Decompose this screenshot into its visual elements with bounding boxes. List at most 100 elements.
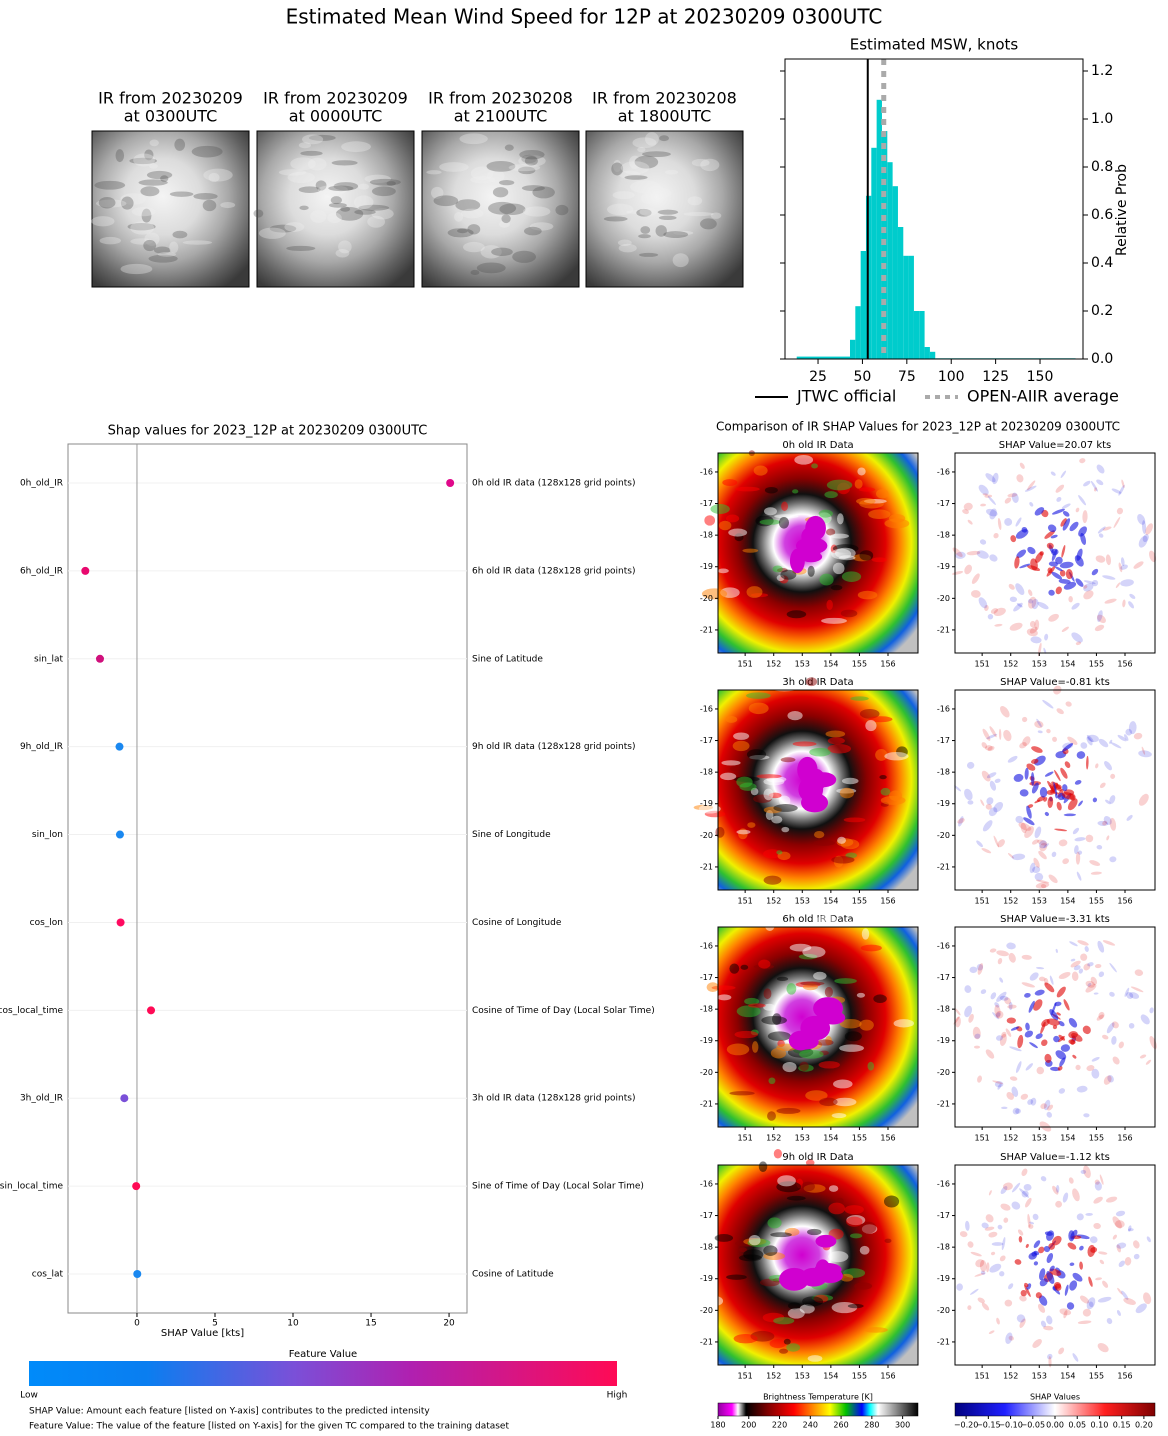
shap-blob bbox=[1027, 1099, 1034, 1105]
shap-blob bbox=[1031, 758, 1039, 764]
cloud bbox=[772, 565, 783, 573]
shap-blob bbox=[1126, 991, 1134, 999]
y-tick-label: -19 bbox=[937, 799, 950, 808]
cloud bbox=[856, 992, 866, 998]
shap-blob bbox=[1068, 596, 1073, 603]
cloud bbox=[127, 223, 156, 231]
shap-blob bbox=[1056, 708, 1064, 715]
cloud bbox=[786, 983, 797, 995]
cloud bbox=[447, 228, 474, 238]
shap-blob bbox=[1086, 755, 1089, 770]
cloud bbox=[258, 227, 286, 239]
cloud bbox=[335, 207, 364, 221]
shap-blob bbox=[1109, 991, 1115, 997]
y-tick-label: -21 bbox=[700, 1337, 713, 1346]
shap-blob bbox=[986, 1262, 990, 1273]
shap-blob bbox=[1128, 1023, 1135, 1029]
cloud bbox=[638, 234, 651, 239]
y-tick-label: 0h_old_IR bbox=[20, 479, 63, 489]
cloud bbox=[620, 161, 650, 175]
cloud bbox=[146, 170, 173, 180]
shap-blob bbox=[987, 613, 994, 620]
shap-blob bbox=[1072, 1054, 1077, 1059]
shap-blob bbox=[967, 761, 975, 769]
cloud bbox=[645, 132, 659, 146]
shap-blob bbox=[1015, 1108, 1021, 1114]
cloud bbox=[847, 1303, 864, 1309]
shap-blob bbox=[1135, 1303, 1147, 1314]
shap-blob bbox=[1029, 972, 1039, 981]
shap-blob bbox=[1024, 826, 1034, 838]
x-tick-label: 154 bbox=[823, 1372, 838, 1381]
shap-blob bbox=[1019, 742, 1027, 749]
shap-blob bbox=[1004, 997, 1011, 1005]
cloud bbox=[138, 179, 168, 186]
shap-blob bbox=[1016, 1314, 1026, 1323]
shap-blob bbox=[969, 966, 978, 974]
cloud bbox=[782, 1061, 797, 1073]
shap-blob bbox=[1105, 799, 1111, 805]
shap-blob bbox=[1011, 853, 1026, 861]
y-tick-label: 9h_old_IR bbox=[20, 742, 63, 752]
shap-blob bbox=[1020, 1093, 1029, 1100]
shap-blob bbox=[1102, 820, 1108, 826]
cold-top bbox=[779, 1267, 810, 1291]
shap-blob bbox=[1055, 948, 1058, 953]
shap-blob bbox=[1050, 1066, 1061, 1072]
shap-blob bbox=[1133, 1253, 1140, 1260]
shap-blob bbox=[1048, 874, 1058, 884]
cloud bbox=[783, 1338, 791, 1345]
y-tick-label: -21 bbox=[700, 625, 713, 634]
shap-blob bbox=[1033, 999, 1043, 1011]
shap-blob bbox=[1034, 872, 1044, 881]
cloud bbox=[768, 1077, 776, 1085]
cloud bbox=[744, 997, 760, 1005]
cloud bbox=[748, 702, 769, 715]
shap-blob bbox=[1047, 524, 1057, 533]
shap-blob bbox=[1086, 736, 1093, 746]
cloud bbox=[772, 1013, 782, 1025]
shap-blob bbox=[1124, 1257, 1132, 1266]
cloud bbox=[726, 1043, 750, 1056]
shap-blob bbox=[1128, 721, 1137, 735]
panel-title: IR from 20230209 bbox=[98, 89, 243, 108]
shap-blob bbox=[1063, 581, 1077, 590]
y-tick-label: cos_local_time bbox=[0, 1006, 63, 1016]
cloud bbox=[555, 204, 569, 216]
cloud bbox=[290, 157, 316, 171]
colorbar-low: Low bbox=[20, 1391, 38, 1401]
dot bbox=[81, 566, 90, 575]
shap-blob bbox=[1062, 742, 1074, 750]
shap-blob bbox=[1035, 1033, 1043, 1040]
shap-blob bbox=[1046, 1315, 1053, 1325]
shap-blob bbox=[1027, 1213, 1031, 1228]
cloud bbox=[710, 504, 730, 514]
shap-blob bbox=[1064, 1284, 1069, 1296]
cloud bbox=[683, 211, 714, 217]
shap-blob bbox=[1110, 773, 1116, 779]
shap-blob bbox=[1102, 1034, 1109, 1040]
plot-frame bbox=[784, 58, 1084, 360]
shap-blob bbox=[986, 797, 994, 805]
shap-blob bbox=[1021, 1190, 1029, 1198]
shap-blob bbox=[1043, 843, 1050, 849]
y-tick-label: -18 bbox=[700, 1243, 713, 1252]
shap-blob bbox=[1114, 1220, 1125, 1228]
shap-blob bbox=[1024, 1282, 1029, 1288]
cloud bbox=[850, 1233, 863, 1239]
cloud bbox=[687, 196, 703, 206]
shap-blob bbox=[1050, 534, 1058, 539]
cloud bbox=[94, 180, 126, 190]
shap-blob bbox=[978, 484, 989, 495]
cloud bbox=[144, 149, 154, 161]
shap-blob bbox=[1076, 1085, 1088, 1093]
cloud bbox=[220, 201, 236, 209]
shap-blob bbox=[1041, 1039, 1048, 1047]
shap-blob bbox=[1051, 1002, 1057, 1016]
cloud bbox=[748, 1234, 761, 1246]
shap-blob bbox=[1085, 834, 1094, 843]
panel-title: 9h old IR Data bbox=[782, 1152, 853, 1163]
cloud bbox=[738, 1247, 748, 1253]
shap-blob bbox=[1026, 763, 1036, 771]
x-tick-label: 156 bbox=[880, 1372, 895, 1381]
